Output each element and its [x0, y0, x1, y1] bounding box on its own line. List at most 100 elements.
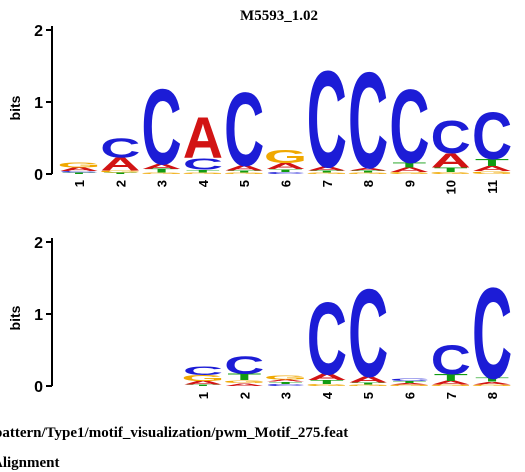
top_logo-pos3-letter-T: T	[145, 168, 179, 174]
bottom_logo-pos7-letter-G: G	[429, 384, 472, 386]
top_logo-pos4-letter-T: T	[186, 169, 220, 173]
top_logo-pos2-letter-C: C	[100, 133, 140, 164]
bottom_logo-pos5-letter-T: T	[351, 382, 385, 385]
bottom_logo-pos2-letter-T: T	[227, 372, 261, 382]
bottom_logo-xlabel-1: 1	[196, 392, 211, 399]
bottom_logo-pos3-letter-T: T	[269, 381, 303, 384]
top_logo-pos7-letter-A: A	[307, 166, 347, 172]
top_logo-pos11-letter-A: A	[472, 165, 512, 173]
top_logo-xlabel-9: 9	[402, 180, 417, 187]
bottom_logo-pos8-letter-A: A	[472, 381, 512, 385]
top_logo-pos6-letter-T: T	[269, 168, 303, 172]
bottom_logo-pos5-letter-A: A	[348, 375, 388, 384]
bottom_logo-pos5-letter-G: G	[347, 384, 390, 386]
bottom_logo-pos1-letter-T: T	[186, 384, 220, 386]
bottom_logo-pos1-letter-A: A	[183, 380, 223, 386]
bottom_logo-pos4-letter-T: T	[310, 379, 344, 385]
top_logo-pos6-letter-A: A	[265, 162, 305, 171]
top_logo-xlabel-8: 8	[361, 180, 376, 187]
bottom_logo-pos4-letter-G: G	[305, 383, 348, 386]
top_logo-xlabel-10: 10	[444, 180, 459, 194]
bottom_logo-pos3-letter-C: C	[266, 383, 306, 386]
top_logo-pos4-letter-C: C	[183, 155, 223, 173]
top_logo-pos7-letter-T: T	[310, 170, 344, 173]
bottom_logo-pos3-letter-A: A	[266, 379, 306, 382]
top_logo-pos5-letter-T: T	[227, 170, 261, 173]
top_logo-xlabel-6: 6	[279, 180, 294, 187]
top_logo-xlabel-11: 11	[485, 180, 500, 194]
bottom_logo-pos1-letter-G: G	[181, 374, 224, 383]
top_logo-pos11-letter-T: T	[475, 157, 509, 168]
bottom_logo-pos6-letter-G: G	[388, 384, 431, 386]
bottom_logo-pos2-letter-A: A	[224, 382, 264, 386]
top_logo-pos1-letter-C: C	[59, 171, 99, 173]
top_logo-pos5-letter-A: A	[224, 164, 264, 172]
bottom_logo-xlabel-6: 6	[403, 392, 418, 399]
top_logo-pos9-letter-G: G	[388, 171, 431, 174]
bottom_logo-pos4-letter-C: C	[307, 280, 347, 396]
bottom-logo-ylabel: bits	[7, 305, 23, 330]
top_logo-pos7-letter-G: G	[305, 172, 348, 174]
caption-path: pattern/Type1/motif_visualization/pwm_Mo…	[0, 425, 348, 441]
bottom_logo-ytick-label-2: 2	[34, 235, 43, 252]
top_logo-xlabel-1: 1	[72, 180, 87, 187]
caption-label: Alignment	[0, 455, 60, 471]
bottom_logo-xlabel-2: 2	[237, 392, 252, 399]
top_logo-pos1-letter-A: A	[59, 167, 99, 173]
bottom_logo-ytick-label-0: 0	[34, 379, 43, 396]
bottom_logo-pos4-letter-A: A	[307, 372, 347, 382]
top_logo-pos2-letter-A: A	[100, 154, 140, 174]
top_logo-pos6-letter-G: G	[264, 147, 307, 167]
bottom_logo-xlabel-4: 4	[320, 391, 335, 399]
top_logo-pos11-letter-G: G	[470, 170, 513, 174]
bottom_logo-ytick-label-1: 1	[34, 307, 43, 324]
bottom_logo-pos7-letter-T: T	[434, 372, 468, 383]
top_logo-pos8-letter-A: A	[348, 167, 388, 171]
bottom_logo-xlabel-7: 7	[444, 392, 459, 399]
bottom_logo-pos3-letter-G: G	[264, 375, 307, 381]
top_logo-pos2-letter-G: G	[99, 170, 142, 173]
bottom_logo-pos2-letter-G: G	[223, 380, 266, 384]
top_logo-pos9-letter-A: A	[389, 167, 429, 174]
bottom_logo-xlabel-3: 3	[279, 392, 294, 399]
bottom_logo-pos5-letter-C: C	[348, 264, 388, 404]
top_logo-pos5-letter-G: G	[223, 172, 266, 174]
bottom_logo-xlabel-5: 5	[361, 392, 376, 399]
top_logo-pos2-letter-T: T	[103, 172, 137, 174]
top_logo-ytick-label-0: 0	[34, 167, 43, 184]
top_logo-ytick-label-2: 2	[34, 23, 43, 40]
top_logo-pos10-letter-A: A	[431, 149, 471, 172]
top_logo-pos1-letter-G: G	[57, 161, 100, 169]
top-logo-xlabels: 1 2 3 4 5 6 7 8 9 10 11	[72, 179, 500, 194]
top_logo-xlabel-4: 4	[196, 179, 211, 187]
top_logo-xlabel-5: 5	[237, 180, 252, 187]
top_logo-pos5-letter-C: C	[224, 70, 264, 188]
top_logo-ytick-label-1: 1	[34, 95, 43, 112]
top_logo-pos8-letter-C: C	[348, 44, 388, 197]
top_logo-pos11-letter-C: C	[472, 99, 512, 174]
top-logo-yticks: 0 1 2	[34, 23, 52, 184]
top_logo-xlabel-2: 2	[113, 180, 128, 187]
top_logo-pos10-letter-C: C	[431, 112, 471, 163]
top_logo-pos10-letter-G: G	[429, 171, 472, 174]
bottom_logo-xlabel-8: 8	[485, 392, 500, 399]
bottom-logo-xlabels: 1 2 3 4 5 6 7 8	[196, 391, 500, 399]
top_logo-pos4-letter-A: A	[183, 107, 223, 171]
top_logo-pos8-letter-G: G	[346, 172, 389, 174]
bottom_logo-pos8-letter-T: T	[475, 377, 509, 383]
top_logo-pos10-letter-T: T	[434, 167, 468, 174]
bottom_logo-pos6-letter-C: C	[389, 377, 429, 381]
top_logo-pos9-letter-T: T	[392, 161, 426, 169]
top_logo-xlabel-3: 3	[155, 180, 170, 187]
top_logo-pos1-letter-T: T	[62, 172, 96, 174]
bottom_logo-pos7-letter-A: A	[431, 380, 471, 386]
top_logo-pos3-letter-G: G	[140, 172, 183, 174]
top_logo-pos3-letter-A: A	[142, 163, 182, 171]
bottom_logo-pos7-letter-C: C	[431, 336, 471, 383]
top-logo-title: M5593_1.02	[240, 8, 318, 24]
top-logo-ylabel: bits	[7, 95, 23, 120]
